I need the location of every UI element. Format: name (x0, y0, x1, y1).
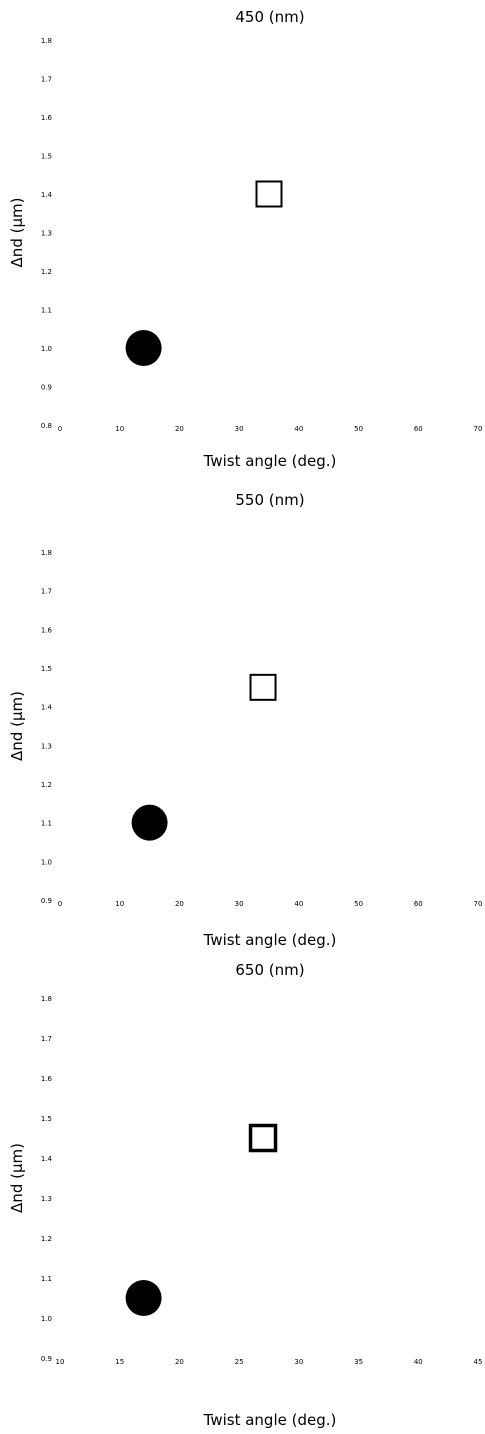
x-tick-label: 30 (235, 900, 244, 908)
x-tick-label: 40 (294, 425, 303, 433)
data-point-filled-circle (131, 804, 168, 841)
chart-panel-3: 650 (nm) Twist angle (deg.) Δnd (μm) 10 15 20… (8, 961, 482, 1429)
x-tick-label: 20 (175, 1358, 184, 1366)
data-point-filled-circle (125, 330, 162, 366)
x-tick-label: 10 (115, 900, 124, 908)
chart-panel-2: 550 (nm) Twist angle (deg.) Δnd (μm) 0 10 20 3… (8, 491, 482, 949)
x-tick-label: 30 (294, 1358, 303, 1366)
y-tick-label: 1.7 (41, 1035, 52, 1043)
x-tick-label: 10 (56, 1358, 65, 1366)
y-tick-label: 1.3 (41, 742, 52, 750)
y-tick-label: 1.8 (41, 37, 52, 45)
x-tick-label: 35 (354, 1358, 363, 1366)
y-tick-label: 1.1 (41, 820, 52, 828)
x-tick-label: 10 (115, 425, 124, 433)
x-tick-label: 70 (474, 900, 483, 908)
y-tick-label: 1.0 (41, 1315, 52, 1323)
data-point-open-square (248, 1123, 278, 1153)
y-tick-label: 0.9 (41, 897, 52, 905)
y-tick-label: 1.5 (41, 153, 52, 161)
y-tick-label: 1.3 (41, 230, 52, 238)
y-tick-label: 1.3 (41, 1195, 52, 1203)
y-tick-label: 1.5 (41, 665, 52, 673)
y-tick-label: 1.5 (41, 1115, 52, 1123)
chart-title: 650 (nm) (235, 961, 304, 979)
x-tick-label: 40 (414, 1358, 423, 1366)
y-tick-label: 1.6 (41, 1075, 53, 1083)
y-tick-label: 1.0 (41, 858, 52, 866)
y-tick-label: 1.0 (41, 345, 52, 353)
x-tick-label: 60 (414, 425, 423, 433)
x-tick-label: 0 (58, 900, 62, 908)
y-tick-label: 0.8 (41, 422, 52, 430)
y-tick-label: 1.4 (41, 1155, 53, 1163)
x-tick-label: 40 (294, 900, 303, 908)
y-tick-label: 1.2 (41, 1235, 52, 1243)
y-axis-label: Δnd (μm) (8, 198, 26, 268)
y-tick-label: 1.2 (41, 781, 52, 789)
y-tick-label: 1.1 (41, 307, 52, 315)
y-tick-label: 0.9 (41, 1355, 52, 1363)
x-tick-label: 20 (175, 900, 184, 908)
y-tick-label: 0.9 (41, 384, 52, 392)
y-axis-label: Δnd (μm) (8, 1143, 26, 1213)
x-tick-label: 0 (58, 425, 62, 433)
x-axis-label: Twist angle (deg.) (203, 452, 337, 470)
y-tick-label: 1.1 (41, 1275, 52, 1283)
x-axis-label: Twist angle (deg.) (203, 1411, 337, 1429)
x-tick-label: 15 (115, 1358, 124, 1366)
x-axis-label: Twist angle (deg.) (203, 931, 337, 949)
y-tick-label: 1.6 (41, 626, 53, 634)
chart-title: 550 (nm) (235, 491, 304, 509)
data-point-open-square (255, 180, 283, 208)
x-tick-label: 25 (235, 1358, 244, 1366)
y-axis-label: Δnd (μm) (8, 691, 26, 761)
y-tick-label: 1.4 (41, 191, 53, 199)
y-tick-label: 1.2 (41, 268, 52, 276)
x-tick-label: 60 (414, 900, 423, 908)
data-point-filled-circle (125, 1280, 162, 1316)
x-tick-label: 20 (175, 425, 184, 433)
x-tick-label: 70 (474, 425, 483, 433)
x-tick-label: 50 (354, 900, 363, 908)
y-tick-label: 1.8 (41, 549, 52, 557)
y-tick-label: 1.7 (41, 588, 52, 596)
y-tick-label: 1.8 (41, 995, 52, 1003)
x-tick-label: 45 (474, 1358, 483, 1366)
x-tick-label: 50 (354, 425, 363, 433)
y-tick-label: 1.7 (41, 76, 52, 84)
chart-panel-1: 450 (nm) Twist angle (deg.) Δnd (μm) 0 10 20 3… (8, 8, 482, 470)
data-point-open-square (249, 673, 277, 701)
y-tick-label: 1.4 (41, 704, 53, 712)
y-tick-label: 1.6 (41, 114, 53, 122)
chart-title: 450 (nm) (235, 8, 304, 26)
x-tick-label: 30 (235, 425, 244, 433)
